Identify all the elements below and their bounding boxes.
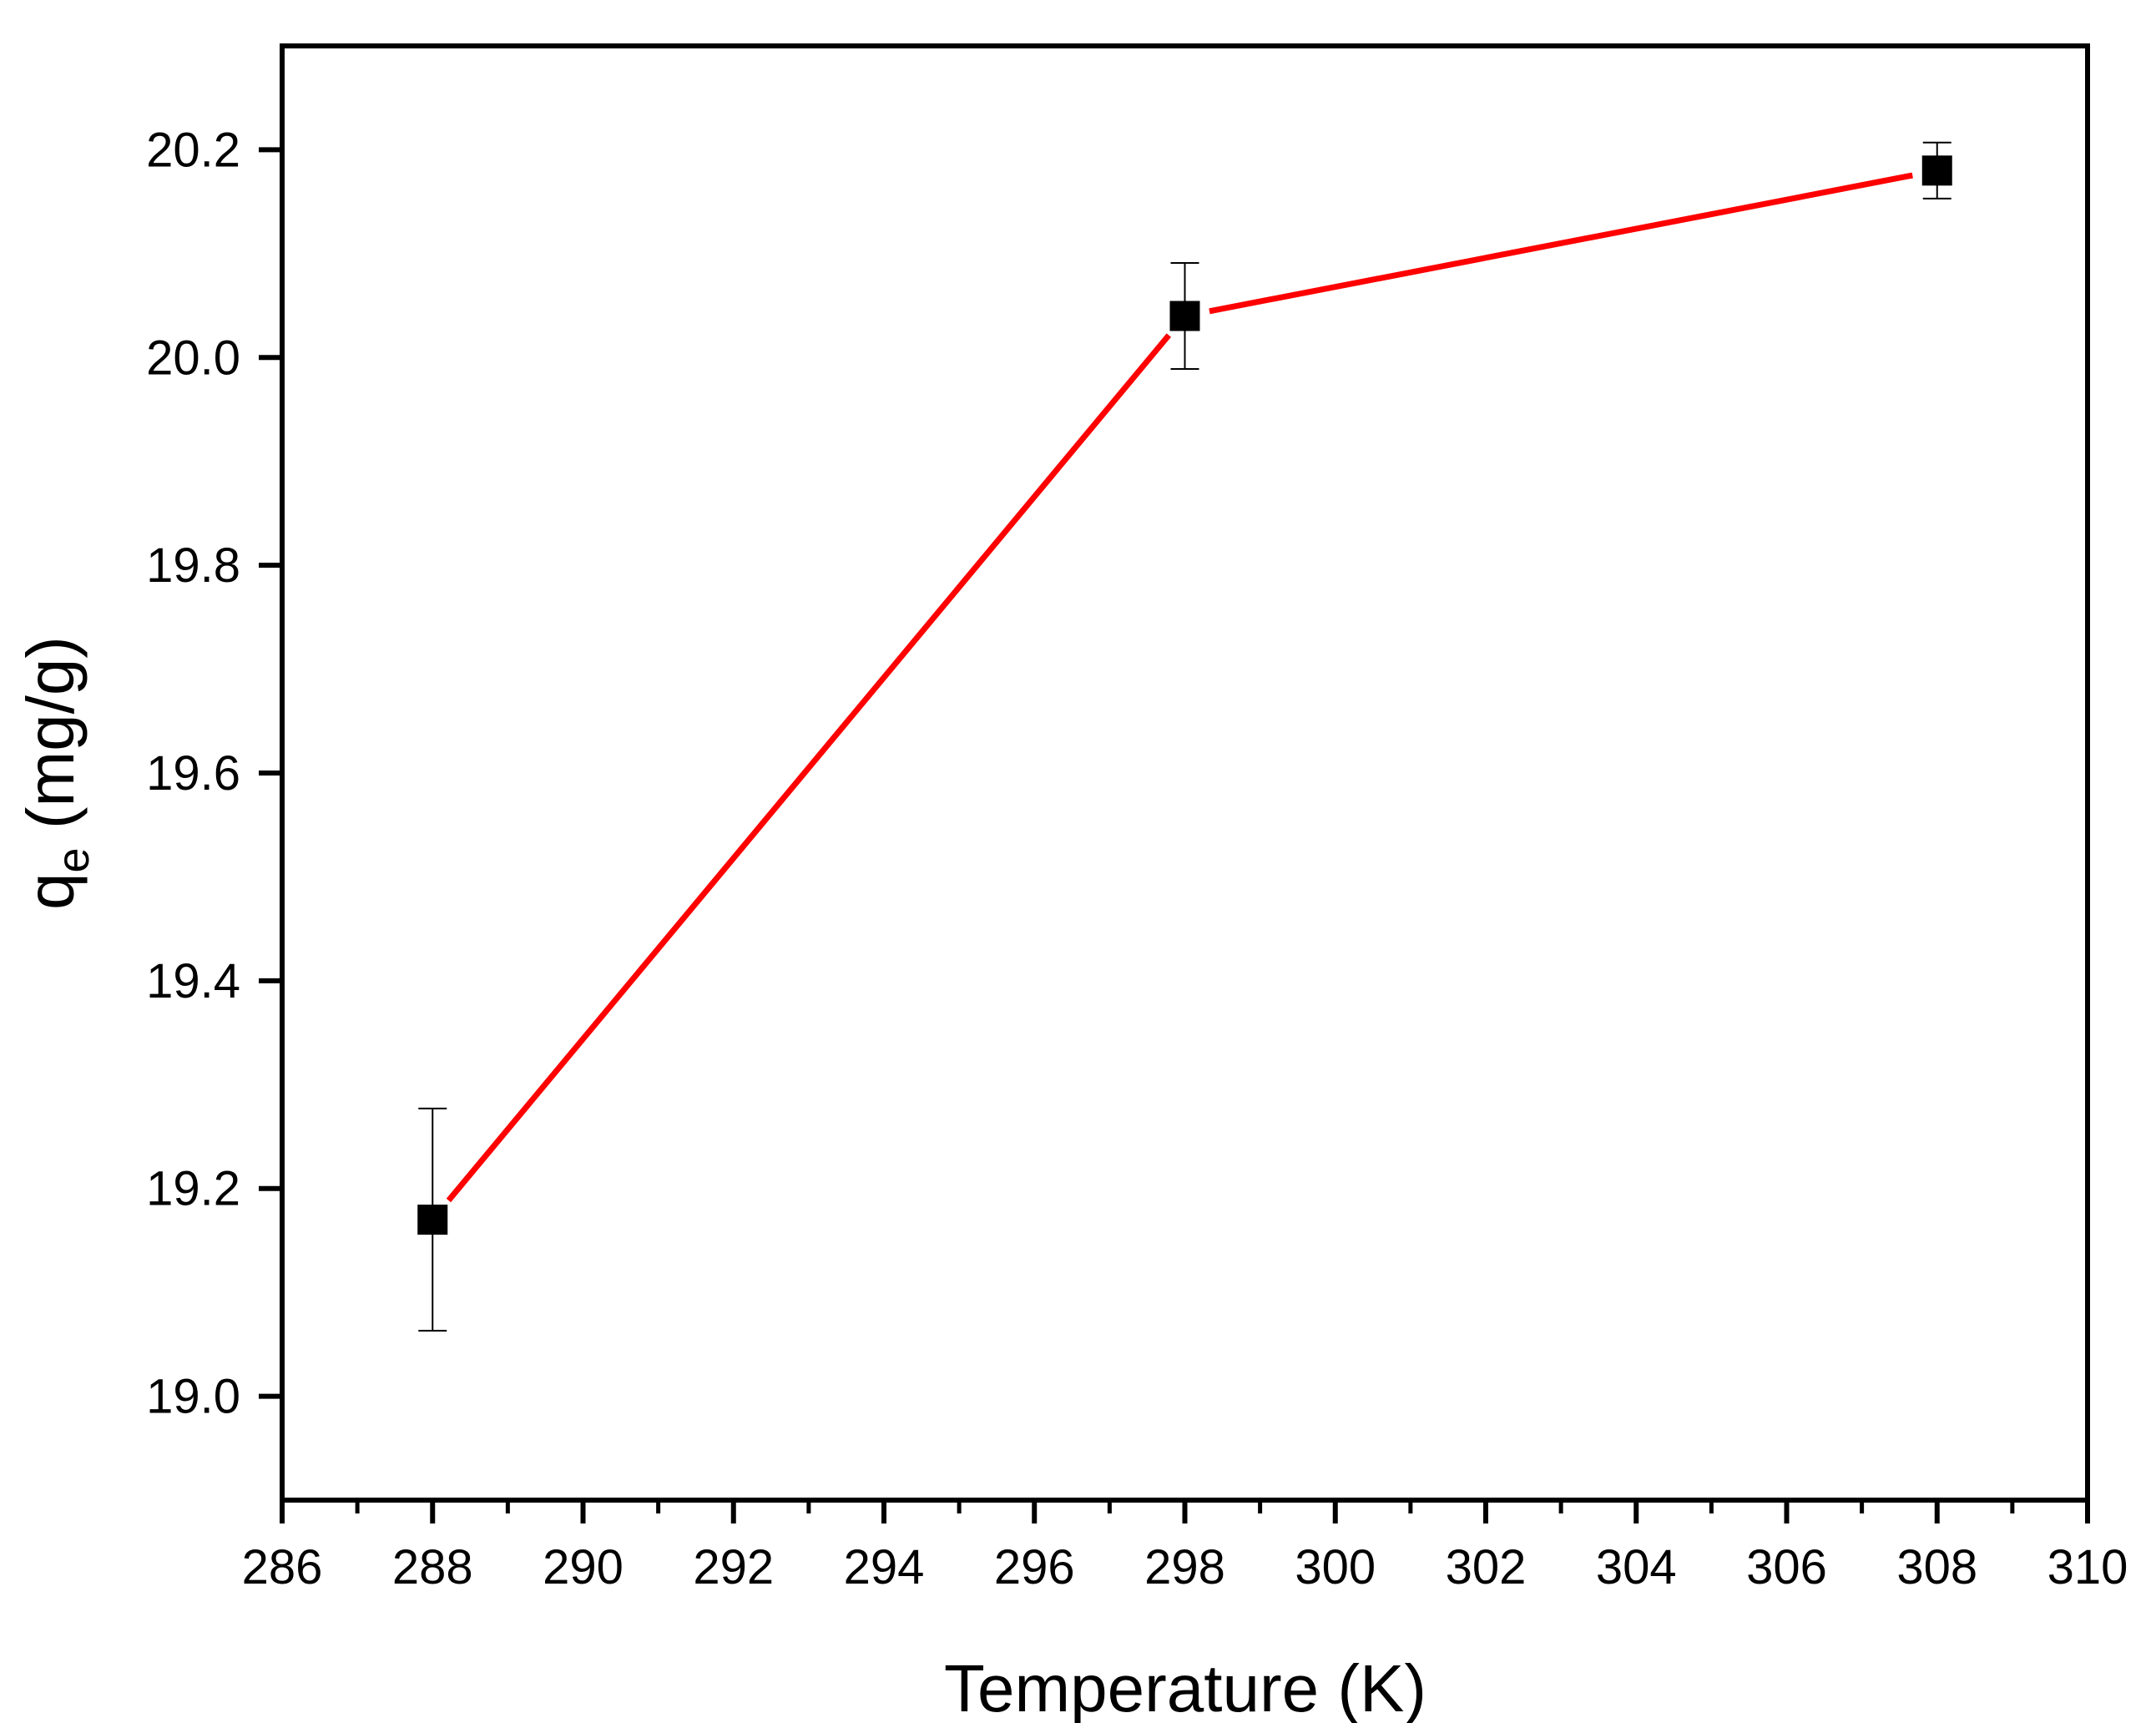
x-axis-title: Temperature (K) (944, 1651, 1426, 1723)
x-tick-label: 310 (2047, 1540, 2128, 1594)
x-tick-label: 290 (543, 1540, 624, 1594)
y-tick-label: 19.4 (146, 954, 240, 1008)
series-lines (446, 172, 1913, 1203)
x-tick-label: 286 (242, 1540, 323, 1594)
x-tick-label: 298 (1144, 1540, 1225, 1594)
data-point (1169, 301, 1200, 331)
y-tick-label: 19.6 (146, 746, 240, 801)
y-tick-label: 20.2 (146, 123, 240, 177)
x-tick-label: 292 (693, 1540, 774, 1594)
data-point (1921, 155, 1952, 186)
x-tick-label: 304 (1596, 1540, 1677, 1594)
y-axis-title: qe (mg/g) (13, 636, 98, 910)
y-tick-label: 19.0 (146, 1370, 240, 1424)
x-tick-label: 302 (1446, 1540, 1527, 1594)
data-point (417, 1205, 448, 1235)
y-axis-title-subscript: e (48, 847, 98, 872)
x-axis-tick-labels: 286 288 290 292 294 296 298 300 302 304 306 308 310 (242, 1540, 2128, 1594)
x-tick-label: 308 (1896, 1540, 1977, 1594)
x-tick-label: 288 (392, 1540, 473, 1594)
x-tick-label: 294 (844, 1540, 925, 1594)
x-axis-ticks (280, 1500, 2090, 1523)
x-tick-label: 300 (1295, 1540, 1376, 1594)
x-tick-label: 296 (994, 1540, 1075, 1594)
y-tick-label: 20.0 (146, 331, 240, 385)
series-segment (1209, 172, 1913, 315)
series-segment (446, 333, 1171, 1203)
y-axis-title-main: q (13, 872, 88, 910)
y-axis-ticks (259, 147, 282, 1399)
y-axis-tick-labels: 19.0 19.2 19.4 19.6 19.8 20.0 20.2 (146, 123, 240, 1423)
x-tick-label: 306 (1746, 1540, 1827, 1594)
data-markers (417, 155, 1952, 1235)
y-tick-label: 19.8 (146, 538, 240, 593)
y-axis-title-unit: (mg/g) (13, 636, 88, 847)
y-tick-label: 19.2 (146, 1162, 240, 1216)
